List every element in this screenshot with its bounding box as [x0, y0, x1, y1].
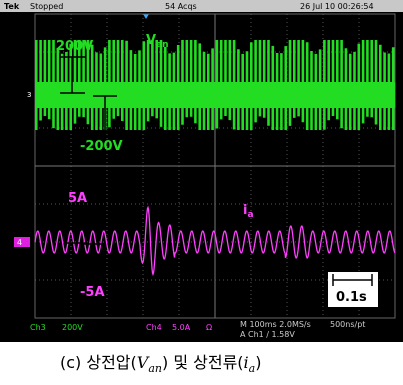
caption: (c) 상전압(Van) 및 상전류(ia) — [60, 353, 261, 375]
trigger: A Ch1 ∕ 1.58V — [240, 330, 295, 339]
status: Stopped — [30, 2, 63, 11]
ch4-marker: 4 — [17, 238, 22, 247]
time-scale: 0.1s — [336, 290, 367, 305]
v-pos: 200V — [56, 39, 93, 54]
date: 26 Jul 10 00:26:54 — [300, 2, 374, 11]
ch4-label: Ch4 — [146, 323, 162, 332]
ch3-label: Ch3 — [30, 323, 46, 332]
per-point: 500ns/pt — [330, 320, 365, 329]
ch4-scale: 5.0A — [172, 323, 191, 332]
i-pos: 5A — [68, 191, 87, 206]
i-neg: -5A — [80, 285, 105, 300]
scope-screenshot: Tek Stopped 54 Acqs 26 Jul 10 00:26:54 3… — [0, 0, 403, 385]
ch3-scale: 200V — [62, 323, 83, 332]
acqs: 54 Acqs — [165, 2, 197, 11]
brand: Tek — [4, 2, 20, 11]
v-neg: -200V — [80, 139, 123, 154]
voltage-mid — [35, 82, 395, 108]
timebase: M 100ms 2.0MS/s — [240, 320, 311, 329]
ch3-marker: 3 — [27, 91, 31, 99]
ch4-ohm: Ω — [206, 323, 212, 332]
